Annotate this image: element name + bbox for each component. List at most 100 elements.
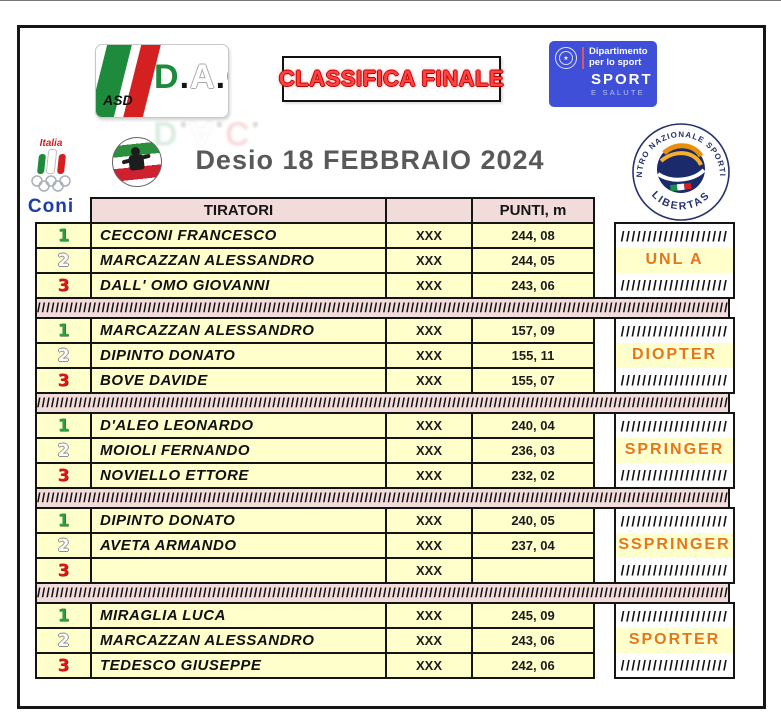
category-group: 1 DIPINTO DONATO XXX 240, 05 2 AVETA ARMANDO X… (35, 507, 735, 584)
coni-label: Coni (27, 196, 75, 217)
attempts-cell: XXX (385, 272, 473, 299)
dac-letters: D.A.C. (154, 58, 228, 96)
points-cell: 243, 06 (471, 272, 595, 299)
dac-club-logo: ASD D.A.C. (95, 44, 229, 118)
shooter-name-cell: DIPINTO DONATO (90, 507, 387, 534)
column-gap (595, 317, 614, 394)
attempts-cell: XXX (385, 342, 473, 369)
points-cell: 242, 06 (471, 652, 595, 679)
rank-cell: 3 (35, 652, 92, 679)
hatch-pattern: //////////////////// (616, 414, 733, 439)
hatch-pattern: ////////////////////////////////////////… (37, 395, 730, 410)
points-cell (471, 557, 595, 584)
shooter-name-cell: DALL' OMO GIOVANNI (90, 272, 387, 299)
hatch-pattern: //////////////////// (616, 604, 733, 629)
attempts-cell: XXX (385, 532, 473, 559)
table-row: 1 MIRAGLIA LUCA XXX 245, 09 (35, 602, 595, 629)
shooter-name-cell (90, 557, 387, 584)
column-gap (595, 222, 614, 299)
category-block: ////////////////////SPRINGER////////////… (614, 412, 735, 489)
column-gap (595, 507, 614, 584)
category-group: 1 MIRAGLIA LUCA XXX 245, 09 2 MARCAZZAN ALESS… (35, 602, 735, 679)
category-label: DIOPTER (616, 343, 733, 368)
shooter-name-cell: NOVIELLO ETTORE (90, 462, 387, 489)
points-cell: 157, 09 (471, 317, 595, 344)
table-row: 1 D'ALEO LEONARDO XXX 240, 04 (35, 412, 595, 439)
italia-label: Italia (39, 138, 63, 149)
rank-cell: 1 (35, 412, 92, 439)
category-group: 1 D'ALEO LEONARDO XXX 240, 04 2 MOIOLI FERNAN… (35, 412, 735, 489)
category-block: ////////////////////DIOPTER/////////////… (614, 317, 735, 394)
coni-flag-emblem (18, 149, 84, 174)
shooter-name-cell: AVETA ARMANDO (90, 532, 387, 559)
table-row: 2 MARCAZZAN ALESSANDRO XXX 243, 06 (35, 627, 595, 654)
hatch-pattern: ////////////////////////////////////////… (37, 300, 730, 315)
header-tiratori: TIRATORI (90, 197, 387, 224)
header-punti: PUNTI, m (471, 197, 595, 224)
points-cell: 240, 05 (471, 507, 595, 534)
attempts-cell: XXX (385, 652, 473, 679)
table-row: 2 MOIOLI FERNANDO XXX 236, 03 (35, 437, 595, 464)
table-row: 3 BOVE DAVIDE XXX 155, 07 (35, 367, 595, 394)
attempts-cell: XXX (385, 412, 473, 439)
rank-cell: 1 (35, 507, 92, 534)
rank-cell: 2 (35, 247, 92, 274)
rank-cell: 3 (35, 557, 92, 584)
attempts-cell: XXX (385, 507, 473, 534)
dipartimento-line2: per lo sport (589, 57, 642, 68)
attempts-cell: XXX (385, 557, 473, 584)
attempts-cell: XXX (385, 437, 473, 464)
dipartimento-line1: Dipartimento (589, 46, 648, 58)
attempts-cell: XXX (385, 602, 473, 629)
attempts-cell: XXX (385, 367, 473, 394)
separator-row: ////////////////////////////////////////… (35, 487, 730, 509)
category-label: SPORTER (616, 628, 733, 653)
rank-cell: 3 (35, 462, 92, 489)
table-row: 3 XXX (35, 557, 595, 584)
rank-cell: 2 (35, 627, 92, 654)
rank-cell: 1 (35, 222, 92, 249)
rank-cell: 1 (35, 602, 92, 629)
header-empty (385, 197, 473, 224)
event-title: Desio 18 FEBBRAIO 2024 (195, 145, 545, 175)
results-table: TIRATORI PUNTI, m 1 CECCONI FRANCESCO XXX 2… (35, 197, 735, 679)
points-cell: 155, 07 (471, 367, 595, 394)
attempts-cell: XXX (385, 317, 473, 344)
classifica-finale-banner: CLASSIFICA FINALE (279, 56, 504, 102)
olympic-rings-icon (18, 175, 84, 197)
separator-row: ////////////////////////////////////////… (35, 297, 730, 319)
category-block: ////////////////////SPORTER/////////////… (614, 602, 735, 679)
separator-row: ////////////////////////////////////////… (35, 582, 730, 604)
table-row: 1 MARCAZZAN ALESSANDRO XXX 157, 09 (35, 317, 595, 344)
rank-cell: 2 (35, 532, 92, 559)
points-cell: 155, 11 (471, 342, 595, 369)
shooter-name-cell: TEDESCO GIUSEPPE (90, 652, 387, 679)
sport-label: SPORT (591, 71, 653, 88)
points-cell: 244, 05 (471, 247, 595, 274)
points-cell: 236, 03 (471, 437, 595, 464)
table-row: 1 DIPINTO DONATO XXX 240, 05 (35, 507, 595, 534)
table-header-row: TIRATORI PUNTI, m (90, 197, 735, 224)
category-group: 1 MARCAZZAN ALESSANDRO XXX 157, 09 2 DIPINTO … (35, 317, 735, 394)
hatch-pattern: //////////////////// (616, 462, 733, 487)
republic-emblem-icon: ★ (555, 47, 577, 69)
shooter-name-cell: BOVE DAVIDE (90, 367, 387, 394)
divider (582, 47, 584, 69)
table-row: 3 NOVIELLO ETTORE XXX 232, 02 (35, 462, 595, 489)
libertas-logo: CENTRO NAZIONALE SPORTIVO LIBERTAS (627, 115, 731, 222)
table-row: 3 DALL' OMO GIOVANNI XXX 243, 06 (35, 272, 595, 299)
sport-e-salute-logo: ★ Dipartimento per lo sport SPORT E SALU… (549, 41, 657, 107)
separator-row: ////////////////////////////////////////… (35, 392, 730, 414)
attempts-cell: XXX (385, 222, 473, 249)
hatch-pattern: ////////////////////////////////////////… (37, 490, 730, 505)
dac-asd-label: ASD (103, 92, 133, 108)
coni-logo: Italia Coni (18, 139, 84, 217)
shooter-name-cell: D'ALEO LEONARDO (90, 412, 387, 439)
attempts-cell: XXX (385, 627, 473, 654)
points-cell: 237, 04 (471, 532, 595, 559)
hatch-pattern: //////////////////// (616, 367, 733, 392)
shooter-name-cell: MARCAZZAN ALESSANDRO (90, 317, 387, 344)
rank-cell: 2 (35, 437, 92, 464)
hatch-pattern: //////////////////// (616, 652, 733, 677)
category-block: ////////////////////UNL A///////////////… (614, 222, 735, 299)
